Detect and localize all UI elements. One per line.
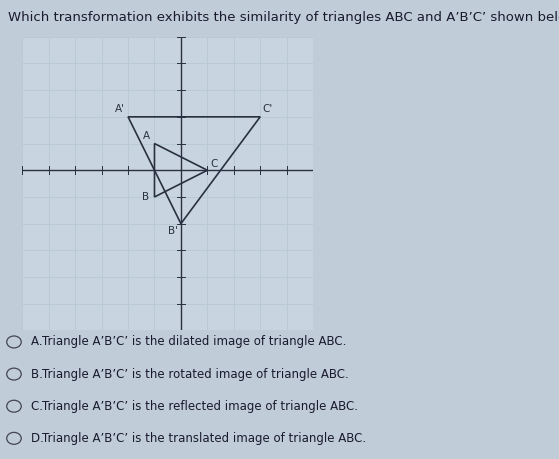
Text: Which transformation exhibits the similarity of triangles ABC and A’B’C’ shown b: Which transformation exhibits the simila… xyxy=(8,11,559,24)
Text: D.: D. xyxy=(31,432,51,445)
Text: Triangle A’B’C’ is the reflected image of triangle ABC.: Triangle A’B’C’ is the reflected image o… xyxy=(42,400,358,413)
Text: A: A xyxy=(144,131,150,141)
Text: C': C' xyxy=(263,104,273,114)
Text: B': B' xyxy=(168,226,178,236)
Text: Triangle A’B’C’ is the rotated image of triangle ABC.: Triangle A’B’C’ is the rotated image of … xyxy=(42,368,349,381)
Text: B: B xyxy=(142,192,149,202)
Text: Triangle A’B’C’ is the dilated image of triangle ABC.: Triangle A’B’C’ is the dilated image of … xyxy=(42,336,346,348)
Text: B.: B. xyxy=(31,368,50,381)
Text: A': A' xyxy=(115,104,125,114)
Text: Triangle A’B’C’ is the translated image of triangle ABC.: Triangle A’B’C’ is the translated image … xyxy=(42,432,366,445)
Text: C: C xyxy=(210,159,217,169)
Text: A.: A. xyxy=(31,336,50,348)
Text: C.: C. xyxy=(31,400,50,413)
